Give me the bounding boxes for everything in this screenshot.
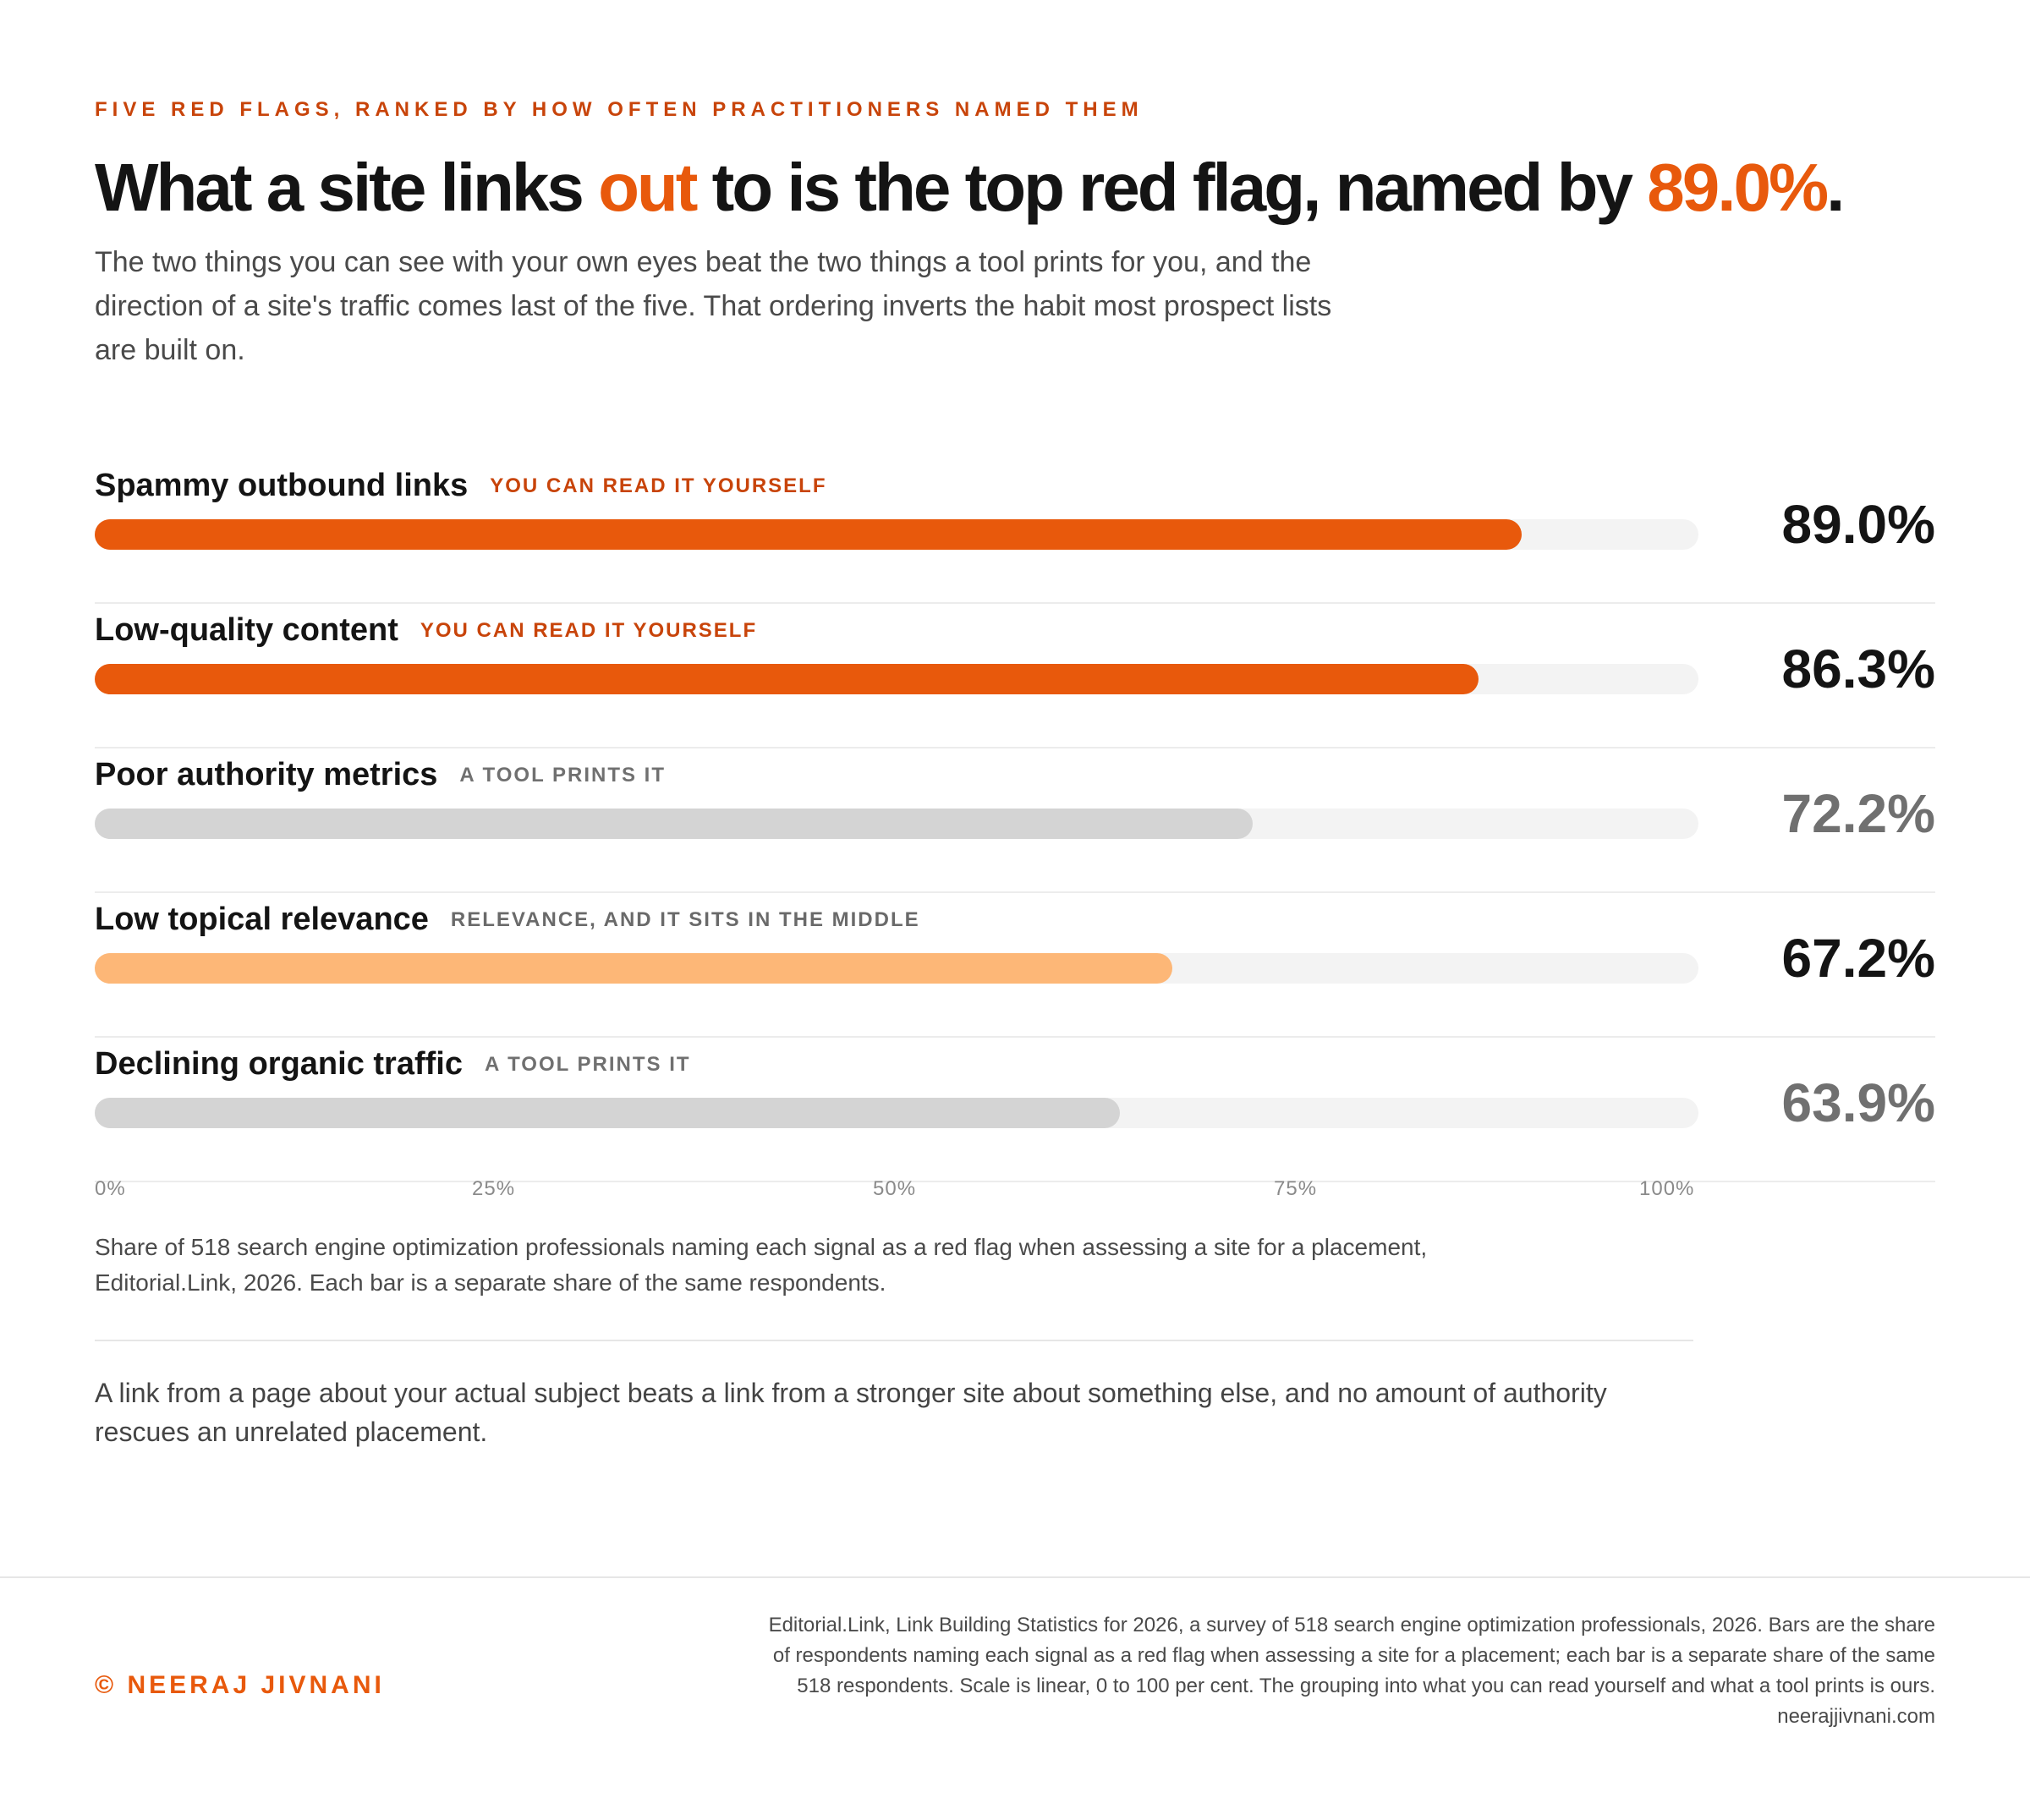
bar [95, 519, 1522, 550]
bar-label: Poor authority metrics A TOOL PRINTS IT [95, 749, 666, 801]
footer-rule [0, 1576, 2030, 1578]
bar-category: Low topical relevance [95, 902, 429, 937]
bar-row: Low-quality content YOU CAN READ IT YOURS… [95, 605, 1935, 749]
bar-tag: YOU CAN READ IT YOURSELF [490, 474, 826, 497]
bar-row: Spammy outbound links YOU CAN READ IT YOU… [95, 460, 1935, 605]
bar-row: Poor authority metrics A TOOL PRINTS IT 72… [95, 749, 1935, 894]
x-tick-label: 50% [873, 1177, 916, 1201]
x-tick-label: 75% [1274, 1177, 1317, 1201]
bar-category: Poor authority metrics [95, 757, 437, 792]
bar [95, 1098, 1120, 1128]
bar-value-label: 63.9% [1782, 1069, 1935, 1137]
divider [95, 1340, 1693, 1341]
bar-track [95, 519, 1698, 550]
bar-tag: RELEVANCE, AND IT SITS IN THE MIDDLE [451, 908, 920, 931]
row-separator [95, 1036, 1935, 1038]
bar-label: Low topical relevance RELEVANCE, AND IT S… [95, 894, 920, 946]
x-tick-label: 0% [95, 1177, 126, 1201]
bar-value-label: 89.0% [1782, 491, 1935, 558]
x-tick-label: 25% [472, 1177, 515, 1201]
bar-value-label: 72.2% [1782, 780, 1935, 847]
bar-track [95, 664, 1698, 694]
bar-value-label: 67.2% [1782, 924, 1935, 992]
chart-caption: Share of 518 search engine optimization … [95, 1230, 1533, 1301]
bar-row: Low topical relevance RELEVANCE, AND IT S… [95, 894, 1935, 1039]
bar-label: Spammy outbound links YOU CAN READ IT YOU… [95, 460, 827, 512]
bar [95, 664, 1479, 694]
brand-credit: © NEERAJ JIVNANI [95, 1671, 385, 1700]
bar-category: Declining organic traffic [95, 1046, 463, 1082]
source-url: neerajjivnani.com [768, 1702, 1935, 1732]
row-separator [95, 891, 1935, 893]
bar-tag: YOU CAN READ IT YOURSELF [420, 619, 757, 642]
bar-row: Declining organic traffic A TOOL PRINTS I… [95, 1039, 1935, 1183]
bar-chart: Spammy outbound links YOU CAN READ IT YOU… [0, 0, 2030, 1201]
source-text: Editorial.Link, Link Building Statistics… [768, 1610, 1935, 1702]
bar [95, 809, 1253, 839]
x-tick-label: 100% [1639, 1177, 1694, 1201]
row-separator [95, 747, 1935, 748]
bar-tag: A TOOL PRINTS IT [485, 1053, 691, 1076]
bar-track [95, 953, 1698, 984]
bar-label: Declining organic traffic A TOOL PRINTS I… [95, 1039, 691, 1090]
bar-track [95, 809, 1698, 839]
row-separator [95, 602, 1935, 604]
bar-category: Spammy outbound links [95, 468, 468, 503]
bar-tag: A TOOL PRINTS IT [459, 764, 666, 787]
bar-value-label: 86.3% [1782, 635, 1935, 703]
takeaway: A link from a page about your actual sub… [95, 1373, 1702, 1451]
bar-label: Low-quality content YOU CAN READ IT YOURS… [95, 605, 757, 656]
bar-category: Low-quality content [95, 612, 398, 648]
bar-track [95, 1098, 1698, 1128]
bar [95, 953, 1172, 984]
source-note: Editorial.Link, Link Building Statistics… [768, 1610, 1935, 1732]
